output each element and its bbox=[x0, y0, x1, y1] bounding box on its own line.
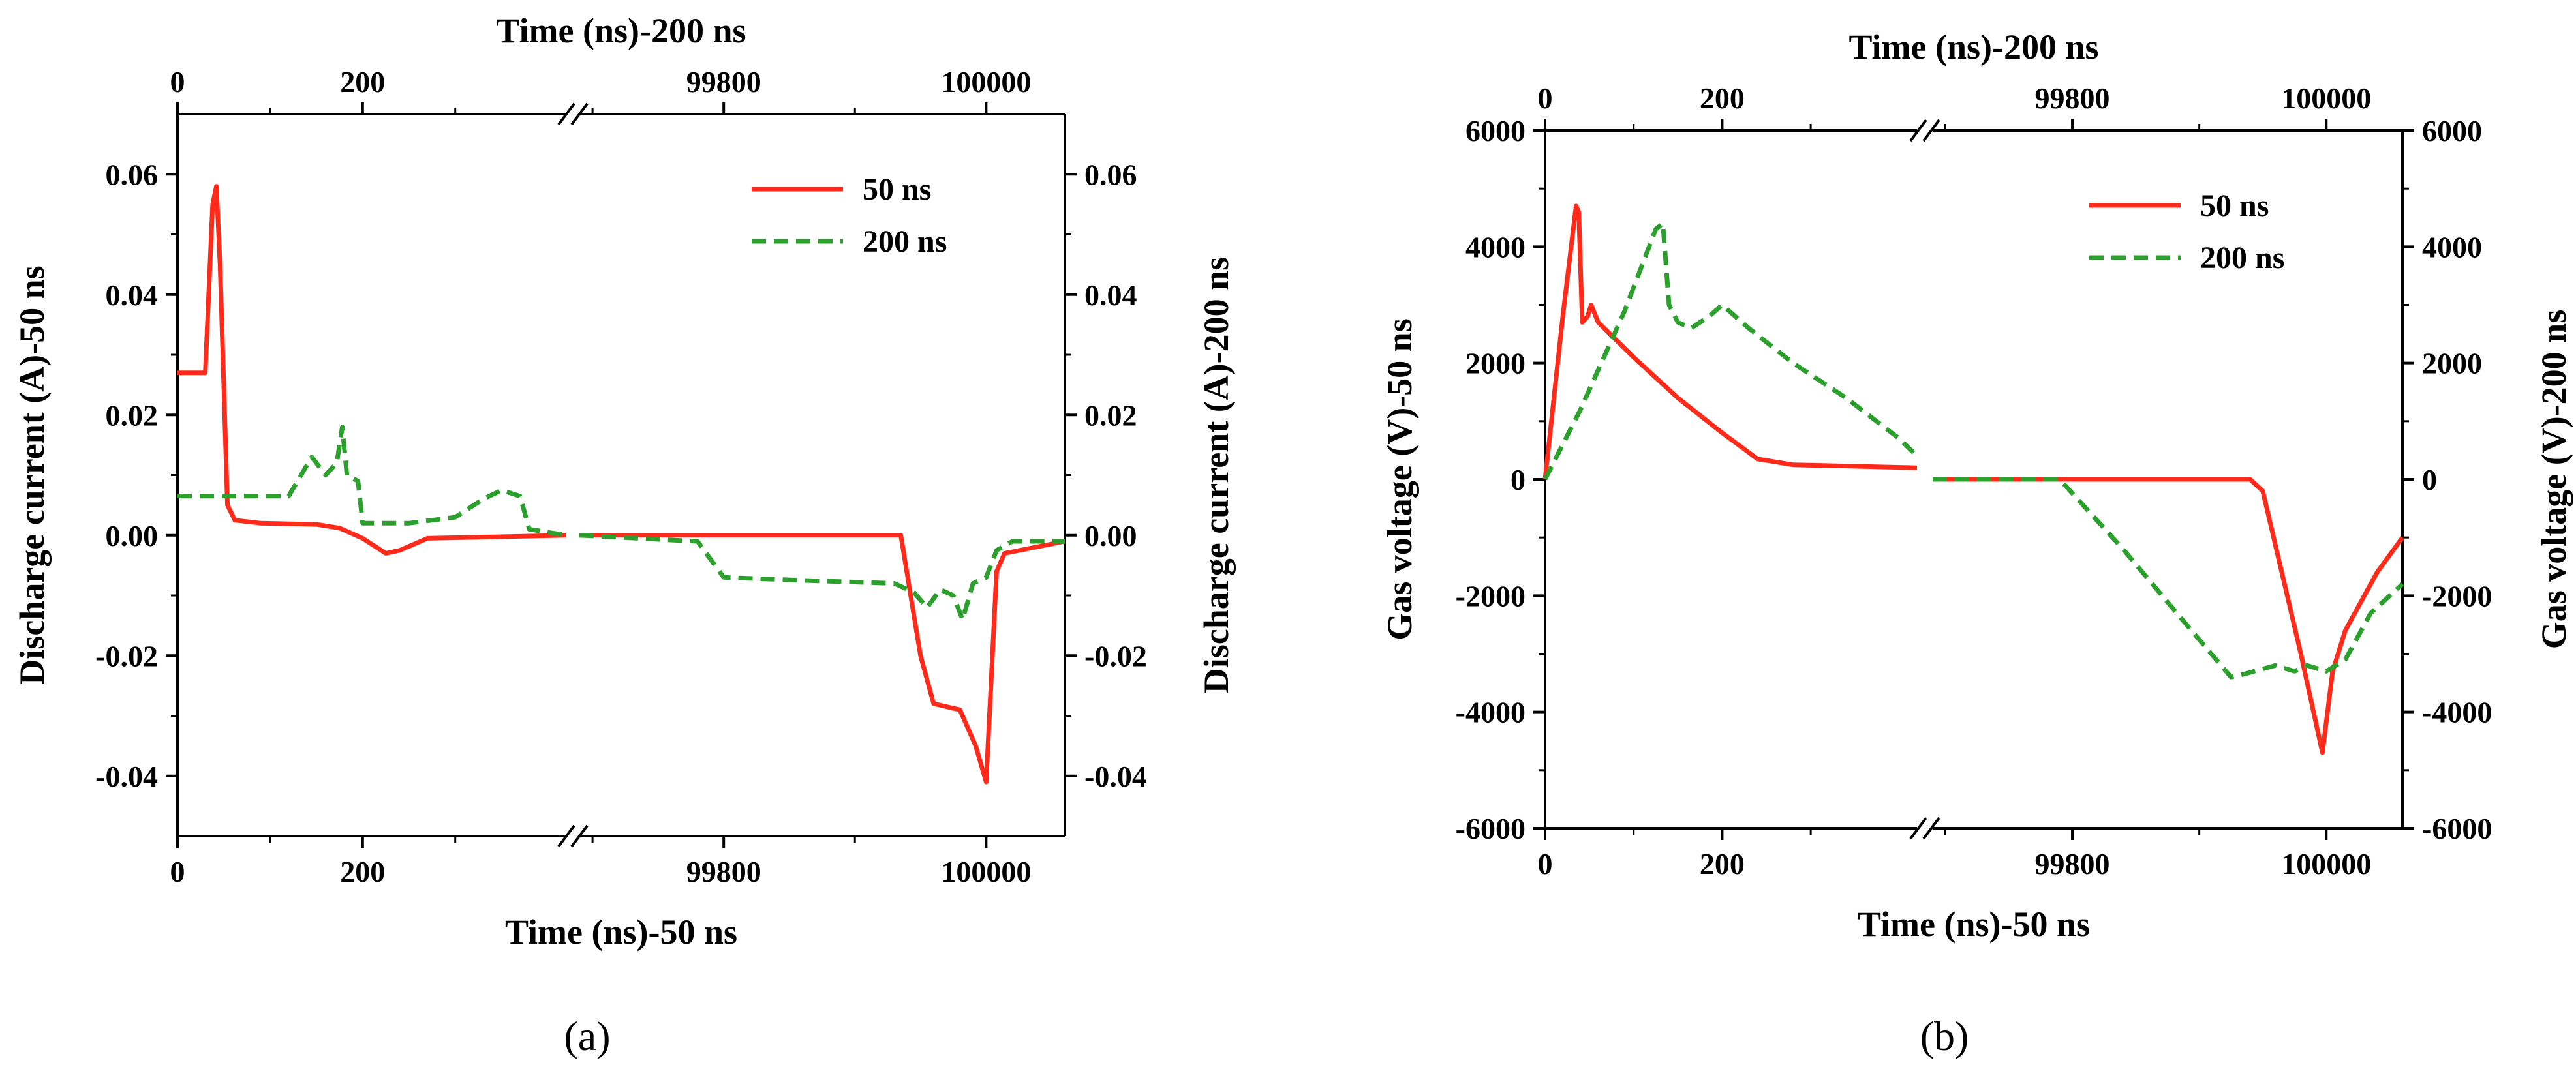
axis-break-mark bbox=[1909, 119, 1927, 142]
x-tick-label-bottom: 99800 bbox=[686, 855, 761, 888]
y-tick-label-right: 0.04 bbox=[1084, 278, 1137, 312]
y-tick-label-right: -2000 bbox=[2422, 579, 2492, 612]
x-tick-label-bottom: 100000 bbox=[941, 855, 1031, 888]
y-tick-label-left: 0 bbox=[1510, 463, 1526, 496]
y-tick-label-left: -0.02 bbox=[95, 639, 158, 672]
y-tick-label-right: 0.06 bbox=[1084, 158, 1137, 191]
x-tick-label-top: 100000 bbox=[941, 65, 1031, 98]
left-y-axis-title: Discharge current (A)-50 ns bbox=[12, 265, 52, 684]
y-tick-label-right: 0.02 bbox=[1084, 398, 1137, 432]
series-line-50-ns bbox=[1933, 477, 2404, 755]
series-line-50-ns bbox=[579, 533, 1066, 785]
right-y-axis-title: Discharge current (A)-200 ns bbox=[1197, 257, 1236, 693]
x-tick-label-bottom: 0 bbox=[1538, 847, 1553, 880]
axis-break-mark bbox=[557, 824, 575, 848]
panel-a: 0.06 0.06 0.04 0.04 0.02 0.02 0.00 0.00 -0.02 -0.… bbox=[12, 11, 1236, 1059]
legend-label: 50 ns bbox=[863, 172, 931, 207]
legend-label: 200 ns bbox=[863, 224, 947, 259]
series-line-200-ns bbox=[579, 533, 1065, 622]
bottom-x-axis-title: Time (ns)-50 ns bbox=[505, 912, 737, 952]
y-tick-label-left: 2000 bbox=[1465, 347, 1526, 380]
series-line-200-ns bbox=[1933, 477, 2404, 680]
right-y-axis-title: Gas voltage (V)-200 ns bbox=[2534, 310, 2573, 649]
y-tick-label-right: 2000 bbox=[2422, 347, 2482, 380]
series-line-50-ns bbox=[1542, 203, 1918, 480]
left-y-axis-title: Gas voltage (V)-50 ns bbox=[1380, 318, 1419, 640]
y-tick-label-right: -0.02 bbox=[1084, 639, 1147, 672]
y-tick-label-left: -0.04 bbox=[95, 760, 158, 793]
y-tick-label-right: -4000 bbox=[2422, 696, 2492, 729]
top-x-axis-title: Time (ns)-200 ns bbox=[1848, 27, 2098, 67]
y-tick-label-right: 6000 bbox=[2422, 114, 2482, 147]
axis-break-mark bbox=[557, 102, 575, 126]
y-tick-label-left: 0.04 bbox=[106, 278, 159, 312]
y-tick-label-right: 4000 bbox=[2422, 230, 2482, 263]
y-tick-label-left: 0.06 bbox=[106, 158, 159, 191]
y-tick-label-left: -4000 bbox=[1456, 696, 1526, 729]
axis-break-mark bbox=[1922, 119, 1940, 142]
x-tick-label-top: 200 bbox=[1700, 82, 1745, 115]
x-tick-label-top: 0 bbox=[1538, 82, 1553, 115]
y-tick-label-left: 0.00 bbox=[106, 519, 159, 552]
top-x-axis-title: Time (ns)-200 ns bbox=[496, 11, 746, 50]
x-tick-label-bottom: 200 bbox=[1700, 847, 1745, 880]
y-tick-label-right: 0.00 bbox=[1084, 519, 1137, 552]
x-tick-label-top: 99800 bbox=[686, 65, 761, 98]
y-tick-label-left: 4000 bbox=[1465, 230, 1526, 263]
x-tick-label-top: 200 bbox=[340, 65, 385, 98]
series-line-50-ns bbox=[177, 184, 567, 556]
x-tick-label-bottom: 0 bbox=[170, 855, 185, 888]
axis-break-mark bbox=[570, 824, 589, 848]
axis-break-mark bbox=[570, 102, 589, 126]
y-tick-label-left: 0.02 bbox=[106, 398, 159, 432]
y-tick-label-right: -0.04 bbox=[1084, 760, 1147, 793]
y-tick-label-left: -6000 bbox=[1456, 812, 1526, 845]
y-tick-label-left: -2000 bbox=[1456, 579, 1526, 612]
y-tick-label-left: 6000 bbox=[1465, 114, 1526, 147]
bottom-x-axis-title: Time (ns)-50 ns bbox=[1858, 905, 2090, 944]
y-tick-label-right: -6000 bbox=[2422, 812, 2492, 845]
x-tick-label-bottom: 100000 bbox=[2281, 847, 2371, 880]
x-tick-label-top: 99800 bbox=[2035, 82, 2110, 115]
legend-label: 50 ns bbox=[2200, 188, 2269, 223]
legend-label: 200 ns bbox=[2200, 241, 2284, 275]
panel-label: (a) bbox=[564, 1013, 610, 1059]
y-tick-label-right: 0 bbox=[2422, 463, 2437, 496]
x-tick-label-bottom: 99800 bbox=[2035, 847, 2110, 880]
series-line-200-ns bbox=[177, 425, 567, 538]
panel-label: (b) bbox=[1920, 1013, 1969, 1059]
x-tick-label-top: 0 bbox=[170, 65, 185, 98]
x-tick-label-bottom: 200 bbox=[340, 855, 385, 888]
axis-break-mark bbox=[1909, 817, 1927, 840]
axis-break-mark bbox=[1922, 817, 1940, 840]
x-tick-label-top: 100000 bbox=[2281, 82, 2371, 115]
